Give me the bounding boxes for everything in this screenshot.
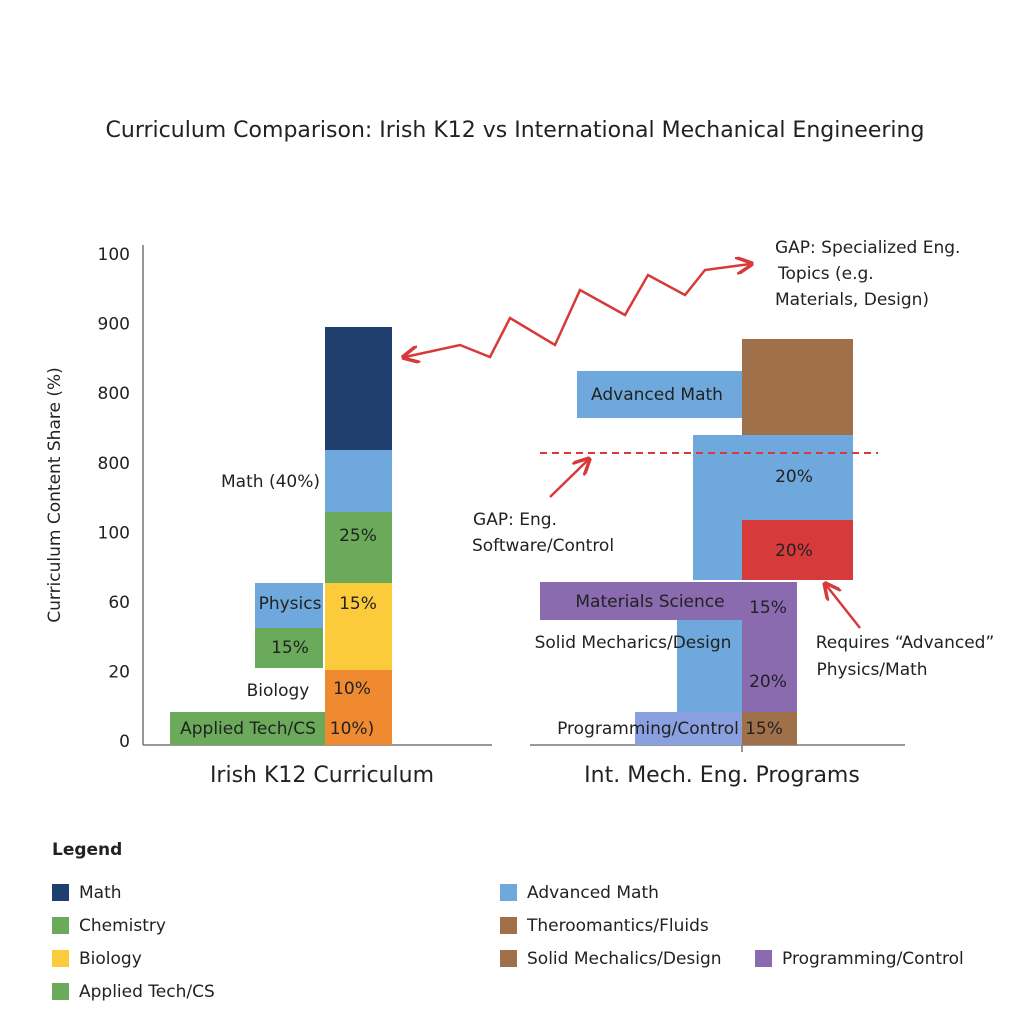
legend-swatch	[500, 884, 517, 901]
right-blocks	[540, 339, 853, 745]
block	[170, 712, 325, 745]
block	[742, 582, 797, 712]
legend-label: Chemistry	[79, 916, 166, 936]
block	[325, 327, 392, 450]
block	[742, 712, 797, 745]
legend-label: Biology	[79, 949, 142, 969]
block-label: Programming/Control	[557, 719, 739, 739]
block	[540, 582, 742, 620]
block-label: 15%	[271, 638, 309, 658]
block-label: Math (40%)	[221, 472, 320, 492]
legend-label: Solid Mechalics/Design	[527, 949, 722, 969]
block	[635, 712, 742, 745]
block	[325, 583, 392, 670]
annotation: Topics (e.g.	[777, 264, 874, 284]
legend-swatch	[52, 917, 69, 934]
legend-swatch	[52, 983, 69, 1000]
annotation: Requires “Advanced”	[816, 633, 995, 653]
block	[577, 371, 742, 418]
block-label: 10%	[333, 679, 371, 699]
y-tick-label: 100	[98, 523, 130, 543]
y-tick-label: 20	[108, 663, 130, 683]
block-label: 20%	[775, 467, 813, 487]
left-blocks	[170, 327, 392, 745]
legend-label: Programming/Control	[782, 949, 964, 969]
block-label: 15%	[749, 598, 787, 618]
legend-swatch	[52, 950, 69, 967]
y-ticks: 100 900 800 800 100 60 20 0	[98, 245, 130, 752]
y-tick-label: 900	[98, 315, 130, 335]
legend-label: Advanced Math	[527, 883, 659, 903]
block-label: Biology	[247, 681, 310, 701]
legend-swatch	[500, 950, 517, 967]
block-label: Physics	[259, 594, 322, 614]
x-axis-label: Int. Mech. Eng. Programs	[584, 763, 860, 788]
block-label: Applied Tech/CS	[180, 719, 316, 739]
block-label: 10%)	[330, 719, 374, 739]
gap-arrow	[549, 460, 588, 498]
y-tick-label: 100	[98, 245, 130, 265]
block-label: 25%	[339, 526, 377, 546]
legend-label: Applied Tech/CS	[79, 982, 215, 1002]
annotation: Materials, Design)	[775, 290, 929, 310]
block-label: 15%	[745, 719, 783, 739]
block	[325, 450, 392, 512]
y-tick-label: 800	[98, 384, 130, 404]
chart-title: Curriculum Comparison: Irish K12 vs Inte…	[106, 118, 925, 143]
annotation: GAP: Specialized Eng.	[775, 238, 960, 258]
block-label: Materials Science	[575, 592, 724, 612]
block	[742, 520, 853, 580]
block	[742, 339, 853, 435]
legend-swatch	[500, 917, 517, 934]
annotation: GAP: Eng.	[473, 510, 557, 530]
legend-label: Math	[79, 883, 122, 903]
block-label: 15%	[339, 594, 377, 614]
legend-title: Legend	[52, 840, 122, 860]
block-label: Solid Mecharics/Design	[535, 633, 732, 653]
block-label: 20%	[749, 672, 787, 692]
y-tick-label: 0	[119, 732, 130, 752]
annotation: Physics/Math	[816, 660, 927, 680]
annotation: Software/Control	[472, 536, 614, 556]
gap-arrow	[826, 585, 861, 629]
y-tick-label: 800	[98, 454, 130, 474]
legend-swatch	[755, 950, 772, 967]
block	[325, 670, 392, 745]
block	[255, 583, 323, 628]
y-tick-label: 60	[108, 593, 130, 613]
block-label: 20%	[775, 541, 813, 561]
legend-label: Theroomantics/Fluids	[526, 916, 709, 936]
gap-arrow	[405, 264, 750, 357]
block	[677, 620, 742, 712]
block	[255, 628, 323, 668]
y-axis-label: Curriculum Content Share (%)	[45, 367, 65, 623]
block	[325, 512, 392, 583]
legend: Math Chemistry Biology Applied Tech/CS Advan…	[52, 883, 964, 1002]
x-axis-label: Irish K12 Curriculum	[210, 763, 434, 788]
block-label: Advanced Math	[591, 385, 723, 405]
legend-swatch	[52, 884, 69, 901]
